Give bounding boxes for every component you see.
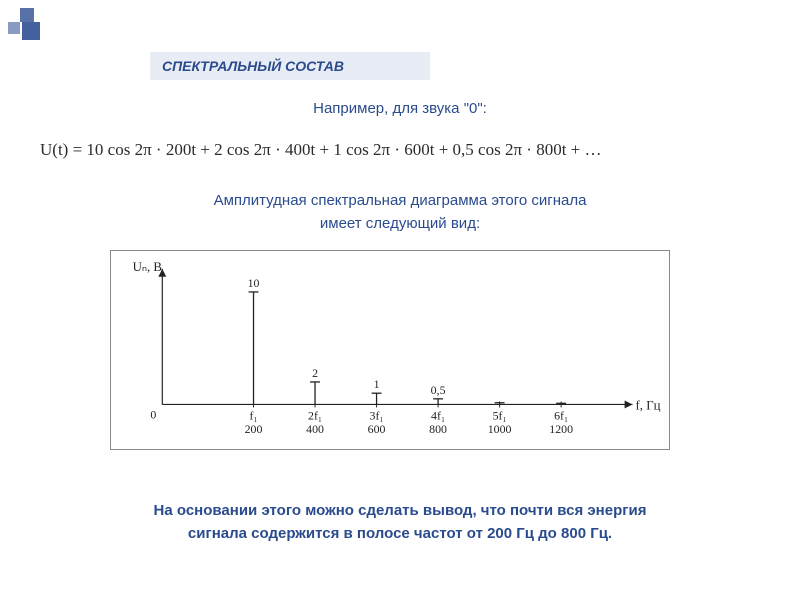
svg-text:6f₁: 6f₁: [554, 408, 568, 422]
spectrum-chart: Uₙ, В f, Гц 0 10 f₁200 2 2f₁400 1 3f₁600 0,5 4f₁80…: [110, 250, 670, 450]
conclusion-block: На основании этого можно сделать вывод, …: [80, 500, 720, 545]
svg-text:4f₁: 4f₁: [431, 408, 445, 422]
svg-text:3f₁: 3f₁: [370, 408, 384, 422]
svg-text:f, Гц: f, Гц: [636, 398, 661, 412]
svg-text:0,5: 0,5: [431, 383, 446, 397]
header-title: СПЕКТРАЛЬНЫЙ СОСТАВ: [162, 58, 344, 74]
conclusion-line2: сигнала содержится в полосе частот от 20…: [80, 523, 720, 546]
svg-text:1000: 1000: [488, 422, 512, 436]
svg-text:600: 600: [368, 422, 386, 436]
subtitle-line2: имеет следующий вид:: [0, 213, 800, 236]
chart-svg: Uₙ, В f, Гц 0 10 f₁200 2 2f₁400 1 3f₁600 0,5 4f₁80…: [111, 251, 669, 449]
svg-text:1: 1: [374, 377, 380, 391]
svg-text:200: 200: [245, 422, 263, 436]
svg-text:10: 10: [248, 276, 260, 290]
svg-text:1200: 1200: [549, 422, 573, 436]
svg-text:f₁: f₁: [249, 408, 257, 422]
example-text: Например, для звука "0":: [0, 100, 800, 117]
svg-text:2f₁: 2f₁: [308, 408, 322, 422]
conclusion-line1: На основании этого можно сделать вывод, …: [80, 500, 720, 523]
svg-text:5f₁: 5f₁: [493, 408, 507, 422]
svg-text:0: 0: [150, 407, 156, 421]
svg-text:Uₙ, В: Uₙ, В: [133, 260, 162, 274]
header-banner: СПЕКТРАЛЬНЫЙ СОСТАВ: [150, 52, 430, 80]
subtitle-block: Амплитудная спектральная диаграмма этого…: [0, 190, 800, 235]
svg-text:2: 2: [312, 366, 318, 380]
subtitle-line1: Амплитудная спектральная диаграмма этого…: [0, 190, 800, 213]
formula-text: U(t) = 10 cos 2π · 200t + 2 cos 2π · 400…: [40, 140, 602, 160]
svg-text:800: 800: [429, 422, 447, 436]
svg-text:400: 400: [306, 422, 324, 436]
